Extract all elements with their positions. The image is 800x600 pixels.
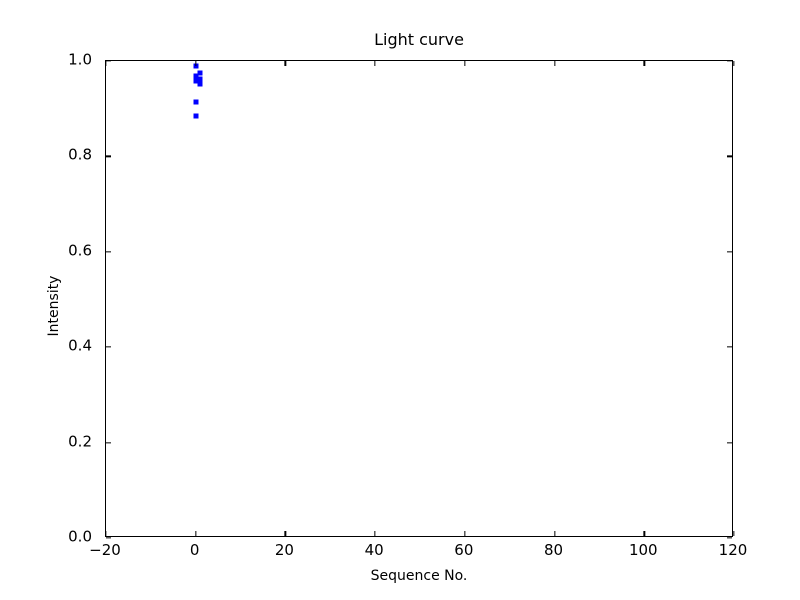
y-axis-tick [106, 155, 111, 158]
y-axis-tick [106, 537, 111, 539]
x-axis-tick-top [464, 61, 466, 66]
x-axis-label: Sequence No. [370, 568, 468, 584]
data-point [193, 99, 199, 105]
y-axis-tick-label: 1.0 [68, 50, 92, 69]
y-axis-tick-right [727, 441, 732, 444]
x-axis-tick-top [643, 61, 645, 66]
x-axis-tick [553, 531, 556, 536]
x-axis-tick [195, 531, 197, 536]
x-axis-tick [464, 531, 466, 536]
x-axis-tick-label: 80 [544, 541, 564, 559]
x-axis-tick-label: −20 [89, 541, 121, 559]
data-point [193, 73, 199, 79]
data-series-layer [106, 61, 732, 536]
x-axis-tick [643, 531, 645, 536]
x-axis-tick-label: 20 [274, 541, 294, 559]
x-axis-tick [374, 531, 376, 536]
x-axis-tick-top [733, 61, 735, 66]
data-point [193, 78, 199, 84]
data-point [197, 81, 203, 87]
plot-area [105, 60, 735, 539]
y-axis-tick-right [727, 155, 732, 158]
y-axis-tick-label: 0.8 [68, 145, 92, 164]
x-axis-tick-top [105, 61, 107, 66]
y-axis-tick-label: 0.0 [68, 527, 92, 546]
x-axis-tick-top [284, 61, 287, 66]
x-axis-tick [105, 531, 107, 536]
y-axis-tick [106, 251, 111, 253]
y-axis-tick-right [727, 537, 732, 539]
y-axis-tick-right [727, 60, 732, 62]
y-axis-label: Intensity [46, 275, 62, 337]
x-axis-tick-label: 40 [364, 541, 384, 559]
y-axis-tick-label: 0.4 [68, 336, 92, 355]
y-axis-tick [106, 441, 111, 444]
x-axis-tick-label: 60 [454, 541, 474, 559]
x-axis-tick [733, 531, 735, 536]
y-axis-tick-right [727, 251, 732, 253]
data-point [193, 113, 199, 119]
x-axis-tick-label: 100 [628, 541, 658, 559]
x-axis-tick-top [374, 61, 376, 66]
y-axis-tick [106, 346, 111, 348]
y-axis-tick [106, 60, 111, 62]
y-axis-tick-label: 0.2 [68, 432, 92, 451]
x-axis-tick-label: 120 [718, 541, 748, 559]
x-axis-tick-label: 0 [189, 541, 200, 559]
y-axis-tick-label: 0.6 [68, 241, 92, 260]
y-axis-tick-right [727, 346, 732, 348]
chart-title: Light curve [374, 30, 464, 49]
data-point [197, 70, 203, 76]
x-axis-tick-top [553, 61, 556, 66]
x-axis-tick [284, 531, 287, 536]
x-axis-tick-top [195, 61, 197, 66]
data-point [197, 76, 203, 82]
